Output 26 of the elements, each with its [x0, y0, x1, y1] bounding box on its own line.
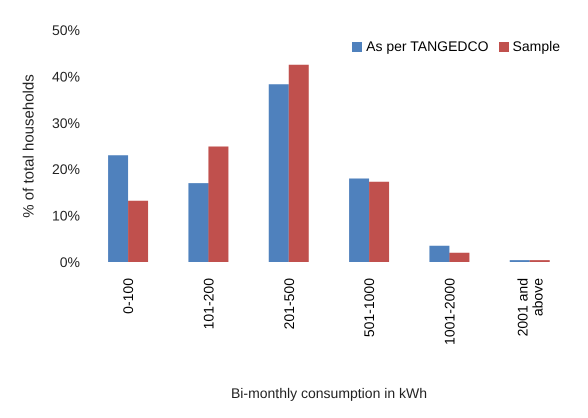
y-tick-label: 10% [52, 208, 80, 224]
x-tick-label: 501-1000 [361, 278, 378, 338]
x-tick-label: 201-500 [280, 278, 297, 330]
x-tick-label: 1001-2000 [442, 278, 458, 345]
y-axis-title: % of total households [20, 74, 38, 218]
y-tick-label: 50% [52, 22, 80, 38]
bar [449, 252, 470, 262]
y-tick-label: 40% [52, 68, 80, 84]
bar [208, 146, 228, 262]
x-tick-label: 2001 and above [514, 278, 546, 336]
bar [349, 178, 370, 262]
x-tick-label: 0-100 [120, 278, 136, 314]
bar [268, 84, 289, 262]
bar [108, 155, 128, 262]
x-axis-title: Bi-monthly consumption in kWh [230, 385, 428, 401]
bar [369, 182, 390, 262]
y-tick-label: 20% [52, 161, 80, 178]
bar [288, 64, 309, 262]
y-tick-label: 30% [52, 114, 80, 131]
bar [128, 200, 148, 262]
bar [429, 246, 450, 262]
bar [188, 183, 208, 262]
x-tick-label: 101-200 [200, 278, 216, 330]
y-tick-label: 0% [60, 254, 80, 270]
legend-label: Sample [512, 38, 560, 54]
legend-label: As per TANGEDCO [366, 38, 489, 54]
